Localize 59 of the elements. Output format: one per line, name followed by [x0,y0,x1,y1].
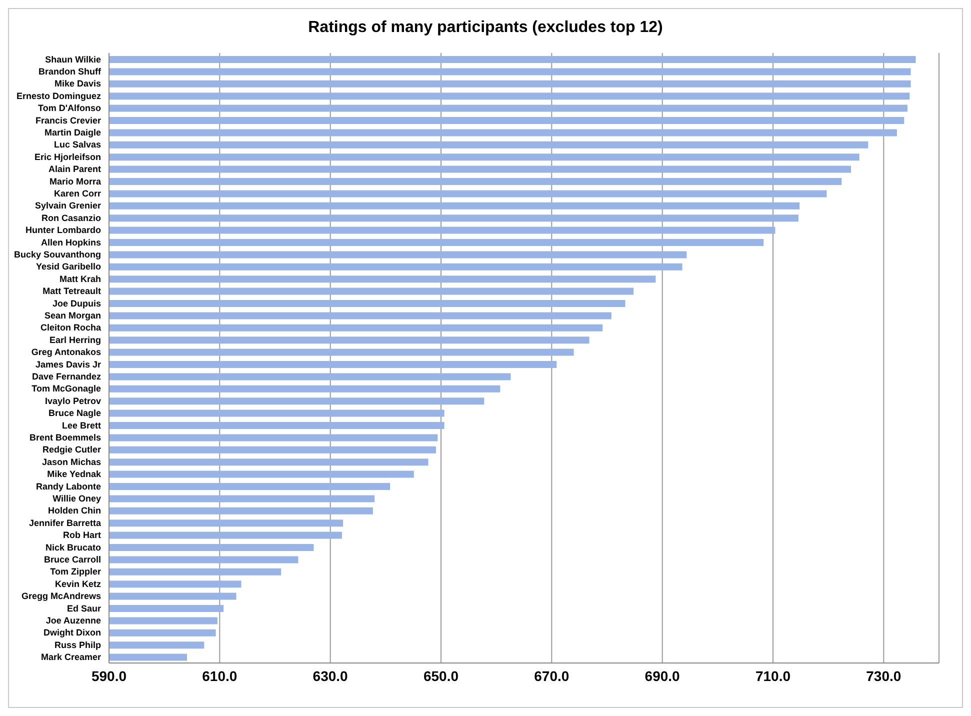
y-tick-label: Russ Philp [54,640,102,650]
y-tick-label: Matt Krah [59,274,101,284]
y-tick-label: Sylvain Grenier [34,200,102,211]
y-tick-label: Ernesto Dominguez [16,90,102,101]
y-tick-label: Shaun Wilkie [45,54,101,64]
y-tick-label: Ron Casanzio [41,212,102,223]
y-tick-label: Francis Crevier [35,115,102,126]
y-tick-label: Eric Hjorleifson [34,152,101,162]
y-tick-label: Greg Antonakos [31,347,101,358]
y-tick-label: Bruce Carroll [44,554,101,564]
y-tick-label: Yesid Garibello [36,262,102,272]
y-tick-label: Sean Morgan [44,310,101,320]
y-tick-label: Alain Parent [48,164,101,174]
y-tick-label: Karen Corr [54,188,102,198]
y-tick-label: Brandon Shuff [38,66,102,76]
y-tick-label: Dwight Dixon [44,628,101,638]
y-tick-label: Holden Chin [48,506,101,516]
y-tick-label: Earl Herring [49,334,101,345]
y-tick-label: Luc Salvas [54,140,101,150]
y-tick-label: Jason Michas [42,456,101,467]
y-tick-label: Kevin Ketz [54,578,102,589]
y-tick-label: Cleiton Rocha [40,322,102,333]
y-tick-label: Nick Brucato [45,542,102,552]
x-tick-label: 690.0 [644,668,680,684]
x-tick-label: 710.0 [755,668,791,684]
y-tick-label: Mike Davis [54,78,101,89]
y-tick-label: Matt Tetreault [42,286,101,296]
x-tick-label: 730.0 [866,668,902,684]
x-tick-label: 670.0 [534,668,570,684]
y-tick-label: Martin Daigle [44,127,101,138]
y-tick-label: Brent Boemmels [29,432,101,442]
y-tick-label: Lee Brett [62,420,101,430]
y-tick-label: Mike Yednak [47,469,102,480]
y-tick-label: Ed Saur [66,603,102,614]
y-tick-label: Tom McGonagle [32,384,101,394]
y-tick-label: Ivaylo Petrov [44,396,101,406]
x-tick-label: 630.0 [312,668,348,684]
x-tick-label: 610.0 [202,668,238,684]
y-tick-label: Joe Dupuis [52,298,101,308]
x-tick-label: 590.0 [91,668,127,684]
y-tick-label: Mario Morra [49,176,102,186]
y-tick-label: Tom D'Alfonso [38,103,102,114]
y-tick-label: Bucky Souvanthong [14,249,101,260]
y-tick-label: Jennifer Barretta [28,518,102,528]
y-tick-label: Dave Fernandez [32,371,102,382]
y-tick-label: Allen Hopkins [40,237,101,248]
y-tick-label: Mark Creamer [40,652,102,662]
y-tick-label: Willie Oney [52,493,101,504]
x-tick-label: 650.0 [423,668,459,684]
y-tick-label: Gregg McAndrews [21,591,101,602]
y-tick-label: Joe Auzenne [46,615,101,626]
y-tick-label: Redgie Cutler [42,444,102,455]
chart-title: Ratings of many participants (excludes top 12) [307,18,664,38]
y-tick-label: Tom Zippler [50,566,102,577]
y-tick-label: Rob Hart [63,530,101,540]
y-tick-label: Bruce Nagle [48,408,101,418]
y-tick-label: James Davis Jr [35,359,102,370]
y-tick-label: Hunter Lombardo [26,225,102,236]
y-tick-label: Randy Labonte [36,481,101,492]
